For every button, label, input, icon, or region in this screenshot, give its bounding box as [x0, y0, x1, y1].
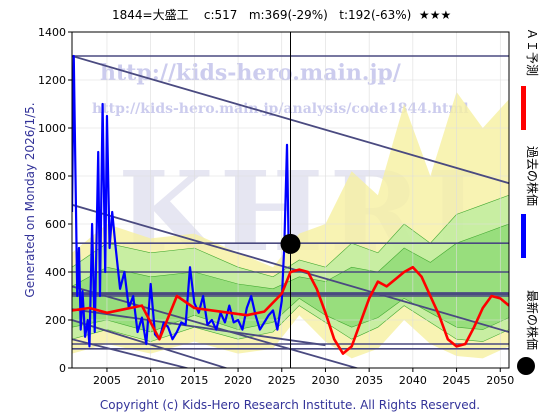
legend-label-latest-price: 最新の株価: [525, 290, 540, 350]
trend-line-4: [72, 338, 191, 368]
y-tick-label-4: 800: [45, 170, 66, 183]
x-tick-label-9: 2050: [486, 374, 514, 387]
marker-layer: [280, 233, 301, 254]
y-tick-label-0: 0: [59, 362, 66, 375]
chart-title: 1844=大盛工 c:517 m:369(-29%) t:192(-63%) ★…: [112, 8, 452, 22]
y-tick-label-5: 1000: [38, 122, 66, 135]
x-tick-label-3: 2020: [224, 374, 252, 387]
x-tick-label-7: 2040: [399, 374, 427, 387]
trend-line-2: [72, 285, 360, 368]
x-tick-label-6: 2035: [355, 374, 383, 387]
axis-ticks: 2005 2010 2015 2020 2025 2030 2035 2040 2045 2050…: [38, 26, 514, 387]
legend-swatch-past-price: [521, 214, 526, 258]
y-tick-label-3: 600: [45, 218, 66, 231]
legend-label-past-price: 過去の株価: [525, 146, 540, 206]
x-tick-label-8: 2045: [443, 374, 471, 387]
x-tick-label-1: 2010: [137, 374, 165, 387]
right-legend: ＡＩ予測 過去の株価 最新の株価: [517, 28, 540, 375]
y-tick-label-6: 1200: [38, 74, 66, 87]
generated-date-label: Generated on Monday 2026/1/5.: [23, 102, 37, 297]
legend-swatch-ai-forecast: [521, 86, 526, 130]
y-tick-label-1: 200: [45, 314, 66, 327]
watermark-url: http://kids-hero.main.jp/: [100, 60, 402, 86]
x-tick-label-2: 2015: [180, 374, 208, 387]
legend-label-ai-forecast: ＡＩ予測: [525, 28, 539, 76]
x-tick-label-4: 2025: [268, 374, 296, 387]
y-tick-label-2: 400: [45, 266, 66, 279]
x-tick-label-5: 2030: [311, 374, 339, 387]
trend-line-5: [72, 308, 326, 347]
series-line-ai-forecast: [72, 265, 509, 355]
copyright-footer: Copyright (c) Kids-Hero Research Institu…: [100, 398, 480, 412]
x-tick-label-0: 2005: [93, 374, 121, 387]
watermark-url-page: http://kids-hero.main.jp/analysis/code18…: [92, 101, 469, 117]
plot-frame: [71, 31, 510, 369]
series-layer: [72, 54, 509, 355]
trend-line-3: [72, 319, 229, 368]
y-tick-label-7: 1400: [38, 26, 66, 39]
latest-price-marker: [280, 233, 301, 254]
legend-marker-latest-price: [517, 357, 535, 375]
